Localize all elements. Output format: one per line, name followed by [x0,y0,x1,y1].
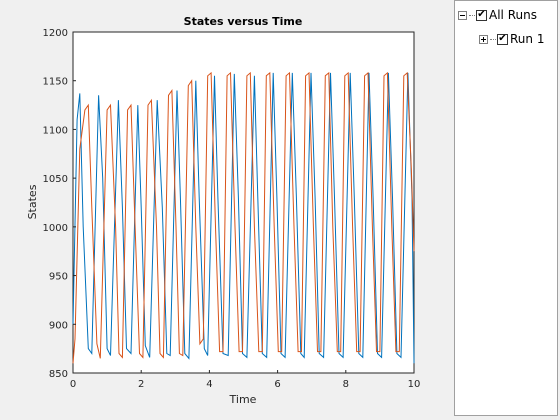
y-tick-label: 950 [49,272,68,283]
x-tick-label: 0 [70,379,76,390]
tree-connector [490,38,496,40]
y-axis-label: States [26,184,39,219]
plot-lines [72,71,415,364]
y-tick-label: 850 [49,369,68,380]
series-line-2 [72,71,415,364]
x-axis-label: Time [229,393,257,406]
tree-connector [469,14,475,16]
x-tick-label: 2 [138,379,144,390]
y-tick-label: 1000 [43,223,68,234]
all-runs-checkbox[interactable]: ✔ [476,9,487,21]
x-tick-label: 6 [274,379,280,390]
y-tick-label: 1100 [43,125,68,136]
y-tick-label: 1150 [43,77,68,88]
collapse-icon[interactable] [458,10,467,20]
x-tick-label: 4 [206,379,212,390]
expand-icon[interactable] [479,34,488,44]
chart-title: States versus Time [184,15,303,28]
tree-node-all-runs[interactable]: ✔ All Runs [458,7,537,23]
y-tick-label: 1200 [43,28,68,39]
run-1-checkbox[interactable]: ✔ [497,33,508,45]
tree-node-run-1[interactable]: ✔ Run 1 [479,31,544,47]
x-tick-label: 10 [408,379,421,390]
run-tree-panel[interactable]: ✔ All Runs ✔ Run 1 [454,0,558,416]
y-tick-label: 900 [49,320,68,331]
x-tick-label: 8 [343,379,349,390]
series-line-1 [72,72,415,364]
run-1-label: Run 1 [510,32,545,46]
y-tick-label: 1050 [43,174,68,185]
all-runs-label: All Runs [489,8,537,22]
axis-ticks: 0 2 4 6 8 10 850 900 950 1000 1050 1100 1150 1200 [43,28,421,390]
